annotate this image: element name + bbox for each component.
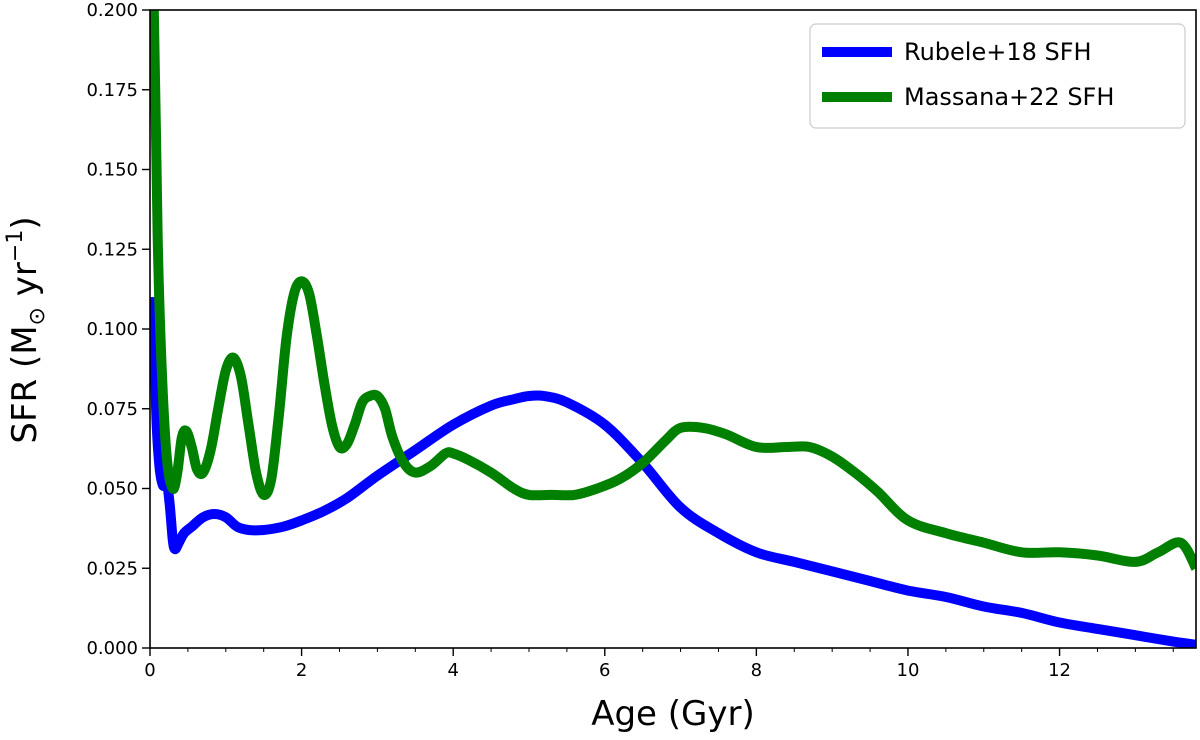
legend-label-rubele: Rubele+18 SFH (904, 38, 1092, 66)
series-line-rubele (150, 296, 1196, 648)
x-tick-label: 8 (751, 660, 762, 681)
tick-layer: 0 2 4 6 8 10 12 0.000 0.025 0.050 0.075 0.100 0.125 0… (86, 0, 1174, 681)
y-tick-label: 0.150 (86, 160, 138, 181)
x-tick-label: 12 (1048, 660, 1071, 681)
legend-label-massana: Massana+22 SFH (904, 83, 1114, 111)
x-axis-label: Age (Gyr) (591, 694, 755, 734)
plot-frame (149, 9, 1197, 649)
x-tick-label: 0 (144, 660, 155, 681)
y-tick-label: 0.075 (86, 399, 138, 420)
x-tick-label: 6 (599, 660, 610, 681)
y-axis-label: SFR (M⊙ yr−1) (3, 216, 50, 443)
legend-box (809, 23, 1186, 129)
series-line-massana (150, 10, 1196, 571)
series-layer (150, 10, 1196, 648)
y-tick-label: 0.125 (86, 239, 138, 260)
y-tick-label: 0.200 (86, 0, 138, 21)
x-tick-label: 10 (897, 660, 920, 681)
y-tick-label: 0.100 (86, 319, 138, 340)
x-tick-label: 2 (296, 660, 307, 681)
y-tick-label: 0.000 (86, 638, 138, 659)
y-tick-label: 0.050 (86, 479, 138, 500)
legend: Rubele+18 SFH Massana+22 SFH (809, 23, 1186, 129)
x-tick-label: 4 (447, 660, 458, 681)
y-tick-label: 0.025 (86, 558, 138, 579)
y-tick-label: 0.175 (86, 80, 138, 101)
